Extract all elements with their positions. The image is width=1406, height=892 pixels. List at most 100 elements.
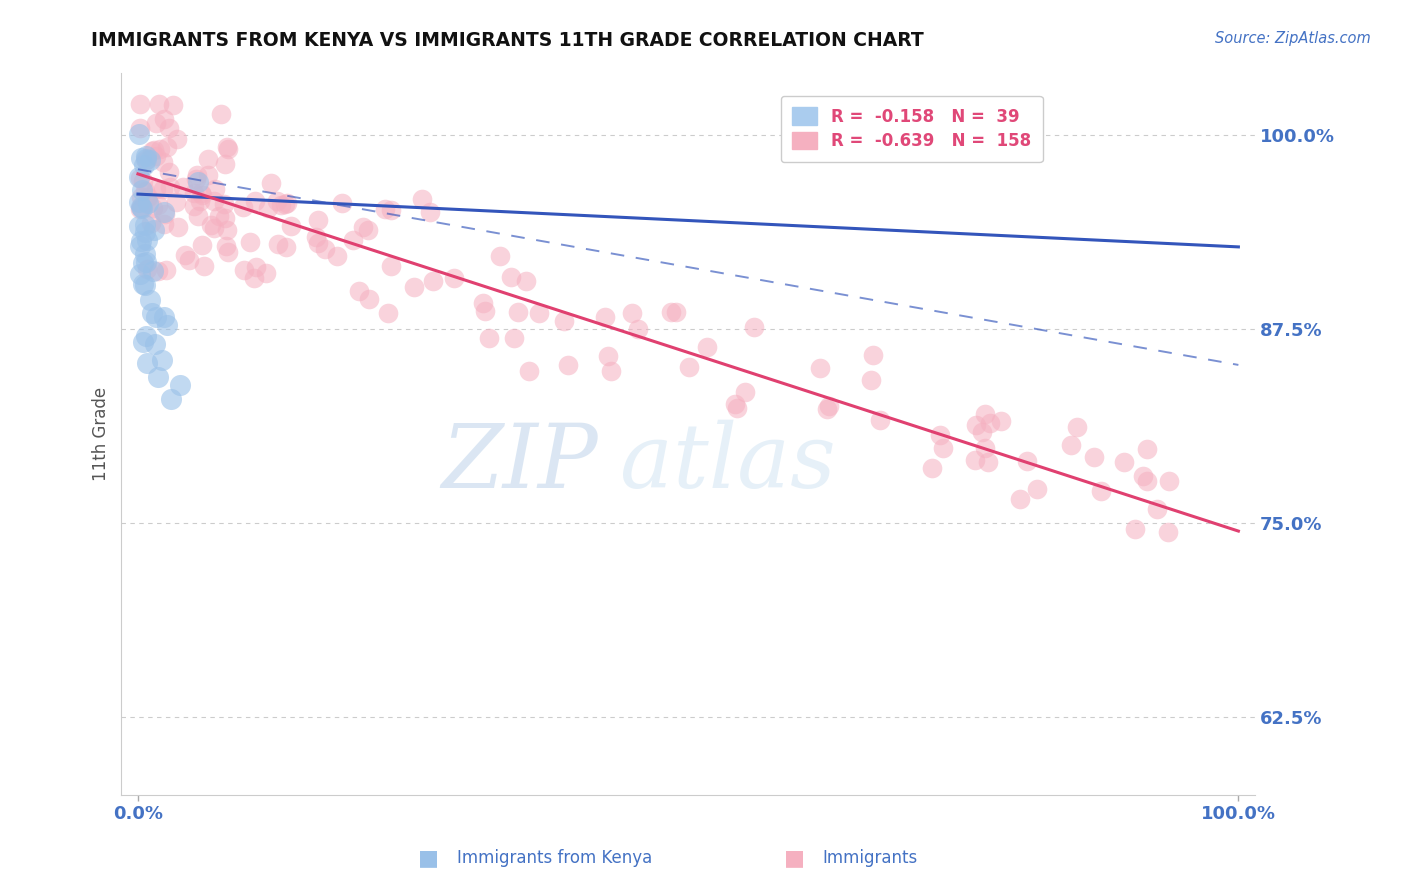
Point bbox=[135, 329, 157, 343]
Point bbox=[128, 169, 150, 184]
Point bbox=[314, 242, 336, 256]
Point bbox=[132, 335, 155, 350]
Point bbox=[197, 168, 219, 182]
Point bbox=[134, 158, 156, 172]
Point bbox=[1066, 420, 1088, 434]
Point bbox=[232, 263, 254, 277]
Point bbox=[347, 284, 370, 298]
Point bbox=[1060, 438, 1083, 452]
Point bbox=[157, 120, 180, 135]
Point bbox=[665, 305, 688, 319]
Point bbox=[330, 195, 353, 210]
Point bbox=[153, 205, 176, 219]
Point bbox=[1114, 454, 1136, 468]
Point bbox=[139, 153, 162, 168]
Point bbox=[129, 151, 152, 165]
Point bbox=[162, 97, 184, 112]
Point bbox=[593, 310, 616, 325]
Point bbox=[380, 259, 402, 273]
Point bbox=[135, 153, 157, 168]
Point bbox=[600, 364, 623, 378]
Point bbox=[503, 331, 526, 345]
Point bbox=[598, 349, 620, 363]
Point bbox=[145, 149, 167, 163]
Point bbox=[129, 200, 152, 214]
Point bbox=[145, 181, 167, 195]
Point bbox=[131, 201, 153, 215]
Point bbox=[380, 202, 402, 217]
Point bbox=[129, 202, 152, 216]
Point bbox=[217, 142, 239, 156]
Point bbox=[557, 359, 579, 373]
Point bbox=[419, 205, 441, 219]
Point bbox=[152, 181, 174, 195]
Point bbox=[149, 142, 172, 156]
Point bbox=[186, 172, 208, 186]
Point bbox=[135, 149, 157, 163]
Point bbox=[1090, 484, 1112, 499]
Point bbox=[190, 194, 212, 208]
Point bbox=[136, 196, 159, 211]
Point bbox=[152, 112, 174, 126]
Point bbox=[860, 373, 883, 387]
Point bbox=[357, 223, 380, 237]
Point bbox=[307, 236, 329, 251]
Point bbox=[734, 384, 756, 399]
Point bbox=[134, 218, 156, 232]
Point bbox=[129, 120, 152, 135]
Point bbox=[266, 194, 288, 208]
Point bbox=[143, 337, 166, 351]
Point bbox=[974, 407, 997, 421]
Point bbox=[1136, 442, 1159, 456]
Point bbox=[183, 199, 205, 213]
Point bbox=[138, 190, 160, 204]
Point bbox=[921, 460, 943, 475]
Point bbox=[141, 144, 163, 158]
Point bbox=[517, 364, 540, 378]
Point bbox=[515, 274, 537, 288]
Point bbox=[974, 441, 997, 455]
Point bbox=[1123, 522, 1146, 536]
Point bbox=[724, 397, 747, 411]
Point bbox=[215, 223, 238, 237]
Point bbox=[474, 303, 496, 318]
Point bbox=[172, 180, 194, 194]
Point bbox=[243, 194, 266, 208]
Point bbox=[627, 321, 650, 335]
Point bbox=[742, 320, 765, 334]
Point bbox=[128, 239, 150, 253]
Point bbox=[146, 369, 169, 384]
Point bbox=[142, 201, 165, 215]
Point bbox=[696, 340, 718, 354]
Point bbox=[404, 280, 426, 294]
Point bbox=[274, 240, 297, 254]
Text: Immigrants from Kenya: Immigrants from Kenya bbox=[457, 849, 652, 867]
Point bbox=[307, 213, 329, 227]
Point bbox=[422, 274, 444, 288]
Point bbox=[352, 219, 374, 234]
Point bbox=[134, 278, 156, 293]
Point bbox=[190, 186, 212, 200]
Point bbox=[148, 264, 170, 278]
Point bbox=[156, 318, 179, 332]
Point bbox=[1157, 524, 1180, 539]
Point bbox=[131, 183, 153, 197]
Point bbox=[207, 209, 229, 223]
Point bbox=[245, 260, 267, 275]
Point bbox=[157, 165, 180, 179]
Point bbox=[965, 418, 987, 433]
Point bbox=[142, 264, 165, 278]
Point bbox=[661, 304, 683, 318]
Point bbox=[280, 219, 302, 233]
Point bbox=[972, 425, 994, 439]
Text: atlas: atlas bbox=[620, 419, 837, 507]
Point bbox=[239, 235, 262, 249]
Point bbox=[817, 399, 839, 413]
Point bbox=[359, 292, 381, 306]
Point bbox=[1159, 474, 1181, 488]
Y-axis label: 11th Grade: 11th Grade bbox=[93, 387, 110, 481]
Point bbox=[869, 413, 891, 427]
Point bbox=[153, 310, 176, 324]
Point bbox=[929, 428, 952, 442]
Point bbox=[815, 401, 838, 416]
